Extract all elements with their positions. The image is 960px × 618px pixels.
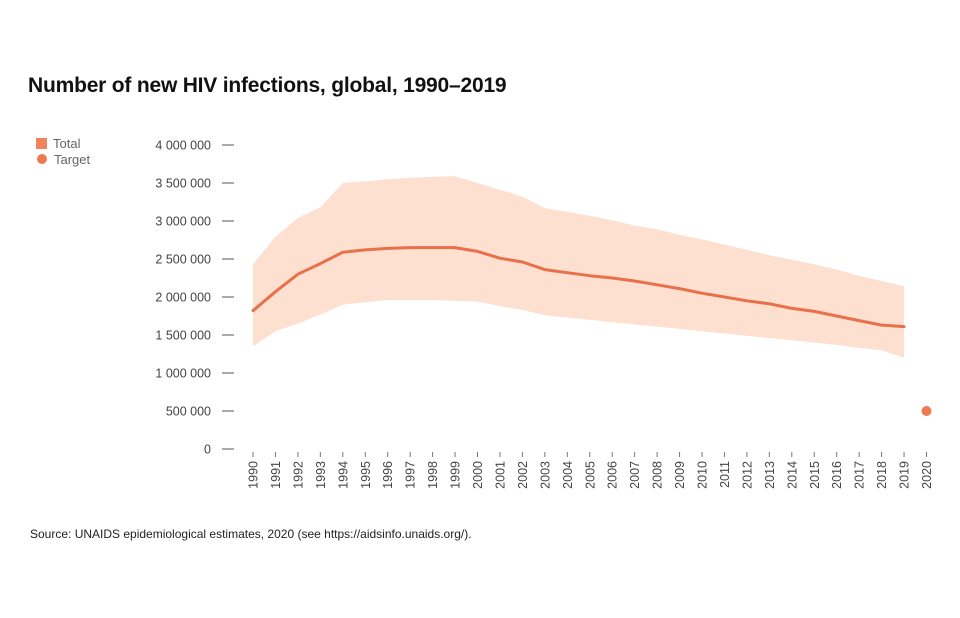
x-tick-label: 1992 xyxy=(291,461,305,489)
x-tick-label: 2012 xyxy=(740,461,754,489)
y-tick-label: 2 500 000 xyxy=(155,253,211,267)
x-tick-label: 2019 xyxy=(898,461,912,489)
x-tick-label: 1998 xyxy=(426,461,440,489)
x-tick-label: 1995 xyxy=(359,461,373,489)
x-tick-label: 2005 xyxy=(583,461,597,489)
x-tick-label: 2004 xyxy=(561,461,575,489)
legend-label-total: Total xyxy=(53,135,81,151)
y-tick-label: 1 000 000 xyxy=(155,367,211,381)
source-note: Source: UNAIDS epidemiological estimates… xyxy=(30,527,472,541)
legend-item-target: Target xyxy=(36,151,90,167)
x-tick-label: 2015 xyxy=(808,461,822,489)
x-tick-label: 2017 xyxy=(853,461,867,489)
x-tick-label: 1994 xyxy=(336,461,350,489)
y-tick-label: 0 xyxy=(204,443,211,457)
x-axis: 1990 1991 1992 1993 1994 1995 1996 1997 1998 1999… xyxy=(247,452,934,489)
x-tick-label: 2006 xyxy=(606,461,620,489)
x-tick-label: 2020 xyxy=(920,461,934,489)
x-tick-label: 2011 xyxy=(718,461,732,488)
x-tick-label: 2008 xyxy=(651,461,665,489)
total-uncertainty-band xyxy=(253,176,904,358)
x-tick-label: 1997 xyxy=(404,461,418,489)
y-tick-label: 1 500 000 xyxy=(155,329,211,343)
y-tick-label: 500 000 xyxy=(166,405,211,419)
x-tick-label: 2000 xyxy=(471,461,485,489)
x-tick-label: 2018 xyxy=(875,461,889,489)
x-tick-label: 2007 xyxy=(628,461,642,489)
x-tick-label: 2002 xyxy=(516,461,530,489)
x-tick-label: 2009 xyxy=(673,461,687,489)
x-tick-label: 1996 xyxy=(381,461,395,489)
x-tick-label: 2013 xyxy=(763,461,777,489)
total-series-line xyxy=(251,246,906,329)
x-tick-label: 1990 xyxy=(247,461,261,489)
x-tick-label: 2014 xyxy=(785,461,799,489)
y-axis: 4 000 000 3 500 000 3 000 000 2 500 000 2 00… xyxy=(155,139,234,457)
series-layer xyxy=(251,176,932,416)
legend: Total Target xyxy=(36,135,90,167)
legend-label-target: Target xyxy=(54,151,91,167)
y-tick-label: 3 000 000 xyxy=(155,215,211,229)
x-tick-label: 2016 xyxy=(830,461,844,489)
target-point xyxy=(921,406,932,416)
x-tick-label: 2003 xyxy=(538,461,552,489)
legend-item-total: Total xyxy=(36,135,90,151)
x-tick-label: 1991 xyxy=(269,461,283,489)
chart-title: Number of new HIV infections, global, 19… xyxy=(28,74,507,97)
x-tick-label: 1999 xyxy=(449,461,463,489)
x-tick-label: 1993 xyxy=(314,461,328,489)
y-tick-label: 2 000 000 xyxy=(155,291,211,305)
x-tick-label: 2010 xyxy=(696,461,710,489)
x-tick-label: 2001 xyxy=(493,461,507,489)
legend-swatch-total xyxy=(36,137,47,149)
legend-swatch-target xyxy=(37,154,47,164)
y-tick-label: 4 000 000 xyxy=(155,139,211,153)
y-tick-label: 3 500 000 xyxy=(155,177,211,191)
